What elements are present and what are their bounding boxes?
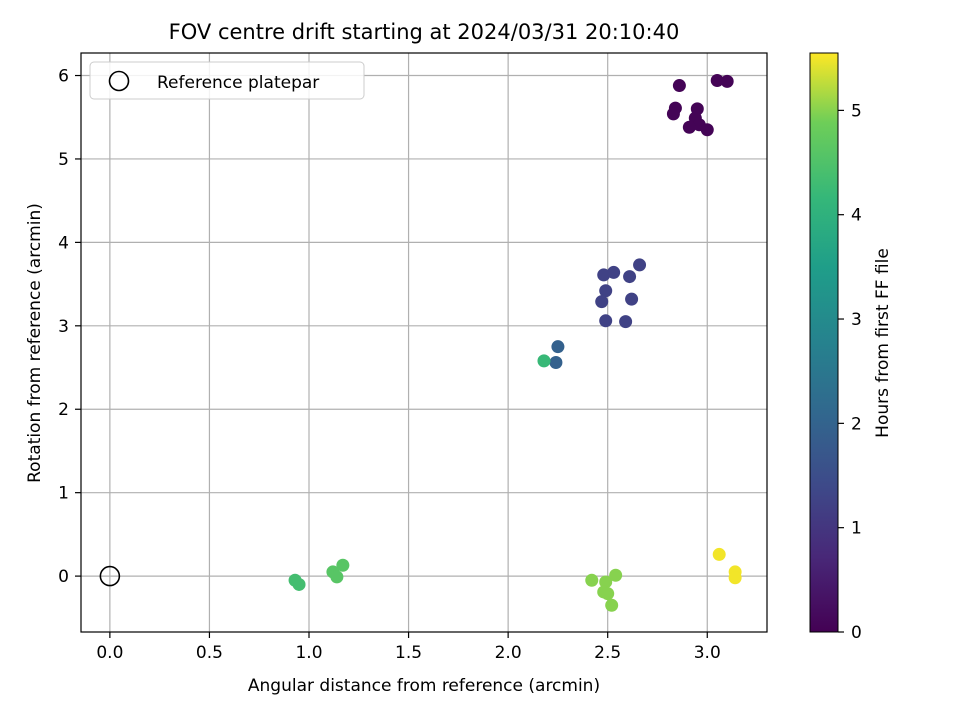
y-axis-label: Rotation from reference (arcmin) [25, 203, 45, 483]
x-axis-ticks: 0.0 0.5 1.0 1.5 2.0 2.5 3.0 [96, 632, 721, 663]
x-tick-label: 2.0 [495, 643, 522, 663]
legend-box [89, 61, 365, 100]
data-point [599, 314, 613, 328]
y-tick-label: 6 [58, 67, 69, 87]
data-point [623, 270, 637, 284]
data-point [537, 354, 551, 368]
x-tick-label: 1.5 [395, 643, 422, 663]
colorbar-tick-label: 0 [851, 623, 862, 643]
data-point [585, 573, 599, 587]
data-point [599, 575, 613, 589]
data-point [607, 265, 621, 279]
y-tick-label: 1 [58, 484, 69, 504]
data-point [599, 284, 613, 298]
data-point [549, 356, 563, 370]
colorbar-tick-label: 5 [851, 101, 862, 121]
x-axis-label: Angular distance from reference (arcmin) [248, 676, 600, 696]
colorbar-tick-label: 3 [851, 310, 862, 330]
x-tick-label: 0.0 [96, 643, 123, 663]
data-point [682, 120, 696, 134]
colorbar-tick-label: 4 [851, 206, 862, 226]
data-point [619, 315, 633, 329]
data-point [292, 577, 306, 591]
data-point [625, 292, 639, 306]
data-point [597, 268, 611, 282]
colorbar-tick-label: 1 [851, 519, 862, 539]
data-point [601, 587, 615, 601]
y-tick-label: 2 [58, 400, 69, 420]
data-point [700, 123, 714, 137]
colorbar: 0 1 2 3 4 5 Hours from first FF file [809, 52, 893, 643]
colorbar-gradient [809, 52, 839, 633]
x-tick-label: 3.0 [694, 643, 721, 663]
data-point [710, 74, 724, 88]
data-point [551, 340, 565, 354]
x-tick-label: 2.5 [594, 643, 621, 663]
colorbar-ticks: 0 1 2 3 4 5 [838, 101, 862, 643]
chart-title: FOV centre drift starting at 2024/03/31 … [169, 20, 680, 44]
data-points [288, 74, 742, 612]
y-tick-label: 3 [58, 317, 69, 337]
data-point [330, 570, 344, 584]
data-point [712, 547, 726, 561]
y-axis-ticks: 0 1 2 3 4 5 6 [58, 67, 81, 587]
x-tick-label: 0.5 [196, 643, 223, 663]
data-point [605, 598, 619, 612]
data-point [609, 568, 623, 582]
reference-platepar-marker [99, 565, 121, 587]
grid-lines [81, 53, 767, 632]
legend: Reference platepar [89, 61, 365, 100]
data-point [672, 79, 686, 93]
colorbar-label: Hours from first FF file [873, 248, 893, 438]
data-point [633, 258, 647, 272]
legend-marker-icon [108, 70, 130, 92]
y-tick-label: 0 [58, 567, 69, 587]
colorbar-tick-label: 2 [851, 414, 862, 434]
data-point [720, 74, 734, 88]
data-point [728, 571, 742, 585]
y-tick-label: 4 [58, 233, 69, 253]
y-tick-label: 5 [58, 150, 69, 170]
x-tick-label: 1.0 [295, 643, 322, 663]
data-point [595, 295, 609, 309]
data-point [666, 107, 680, 121]
data-point [336, 558, 350, 572]
legend-entry-label: Reference platepar [157, 73, 319, 93]
plot-frame [80, 52, 768, 633]
